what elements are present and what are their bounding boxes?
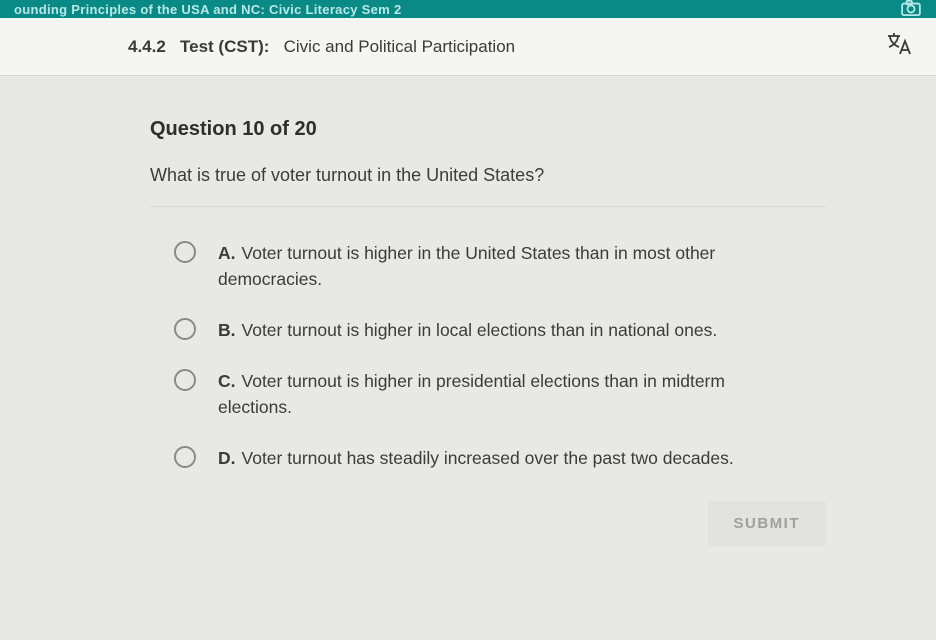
option-a-body: Voter turnout is higher in the United St…	[218, 243, 715, 288]
test-title: 4.4.2 Test (CST): Civic and Political Pa…	[128, 37, 515, 57]
question-counter: Question 10 of 20	[150, 118, 826, 141]
test-name: Civic and Political Participation	[284, 37, 516, 56]
options-list: A.Voter turnout is higher in the United …	[150, 241, 826, 471]
radio-b[interactable]	[174, 318, 196, 340]
test-code: 4.4.2	[128, 37, 166, 56]
option-b-text: B. Voter turnout is higher in local elect…	[218, 318, 717, 343]
option-c-body: Voter turnout is higher in presidential …	[218, 371, 725, 416]
option-a-letter: A.	[218, 243, 236, 263]
option-d-text: D. Voter turnout has steadily increased o…	[218, 446, 734, 471]
radio-d[interactable]	[174, 446, 196, 468]
test-label: Test (CST):	[180, 37, 269, 56]
camera-icon[interactable]	[900, 0, 922, 19]
course-title: ounding Principles of the USA and NC: Ci…	[14, 2, 402, 17]
option-c-text: C.Voter turnout is higher in presidentia…	[218, 369, 778, 420]
option-a[interactable]: A.Voter turnout is higher in the United …	[174, 241, 826, 292]
test-subheader: 4.4.2 Test (CST): Civic and Political Pa…	[0, 18, 936, 76]
question-prompt: What is true of voter turnout in the Uni…	[150, 163, 826, 188]
radio-a[interactable]	[174, 241, 196, 263]
radio-c[interactable]	[174, 369, 196, 391]
option-c[interactable]: C.Voter turnout is higher in presidentia…	[174, 369, 826, 420]
course-topbar: ounding Principles of the USA and NC: Ci…	[0, 0, 936, 18]
divider	[150, 206, 826, 207]
option-b[interactable]: B. Voter turnout is higher in local elect…	[174, 318, 826, 343]
option-b-letter: B.	[218, 320, 236, 340]
translate-icon[interactable]	[886, 32, 912, 61]
option-b-body: Voter turnout is higher in local electio…	[242, 320, 718, 340]
question-content: Question 10 of 20 What is true of voter …	[0, 76, 936, 546]
option-c-letter: C.	[218, 371, 236, 391]
option-d[interactable]: D. Voter turnout has steadily increased o…	[174, 446, 826, 471]
option-a-text: A.Voter turnout is higher in the United …	[218, 241, 778, 292]
submit-button[interactable]: SUBMIT	[708, 501, 827, 546]
option-d-body: Voter turnout has steadily increased ove…	[242, 448, 734, 468]
option-d-letter: D.	[218, 448, 236, 468]
submit-row: SUBMIT	[150, 501, 826, 546]
